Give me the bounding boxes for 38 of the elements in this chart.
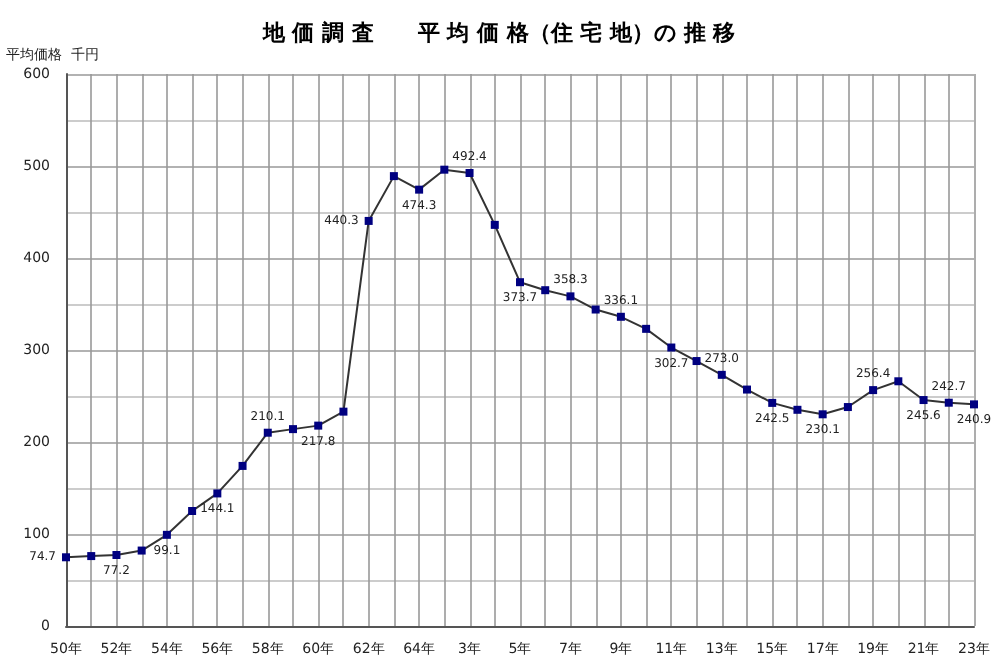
point [894, 377, 903, 386]
point [566, 292, 575, 301]
point [970, 400, 978, 409]
point [818, 410, 827, 419]
point [112, 550, 121, 559]
point [188, 507, 197, 515]
point [137, 546, 146, 555]
point [465, 168, 474, 177]
point [591, 305, 600, 314]
point [717, 370, 726, 379]
chart-title: 地 価 調 査 平 均 価 格（住 宅 地）の 推 移 [260, 20, 736, 46]
point [314, 421, 323, 430]
point [516, 278, 524, 287]
point [616, 312, 625, 321]
point [213, 489, 222, 498]
point [87, 552, 96, 561]
point [793, 405, 802, 414]
point [440, 165, 449, 174]
point [263, 428, 272, 437]
point [642, 324, 651, 333]
point [843, 403, 852, 412]
point [62, 553, 70, 562]
point [869, 386, 878, 395]
point [389, 172, 398, 181]
point [339, 407, 348, 416]
point [944, 398, 953, 407]
point [919, 396, 928, 405]
point [238, 461, 247, 470]
point [490, 220, 499, 229]
point [667, 343, 676, 352]
point [364, 216, 373, 225]
point [162, 530, 171, 539]
point [743, 385, 751, 394]
point [415, 185, 424, 194]
point [541, 286, 550, 295]
point [768, 398, 777, 407]
point [289, 425, 297, 434]
point [692, 357, 701, 366]
